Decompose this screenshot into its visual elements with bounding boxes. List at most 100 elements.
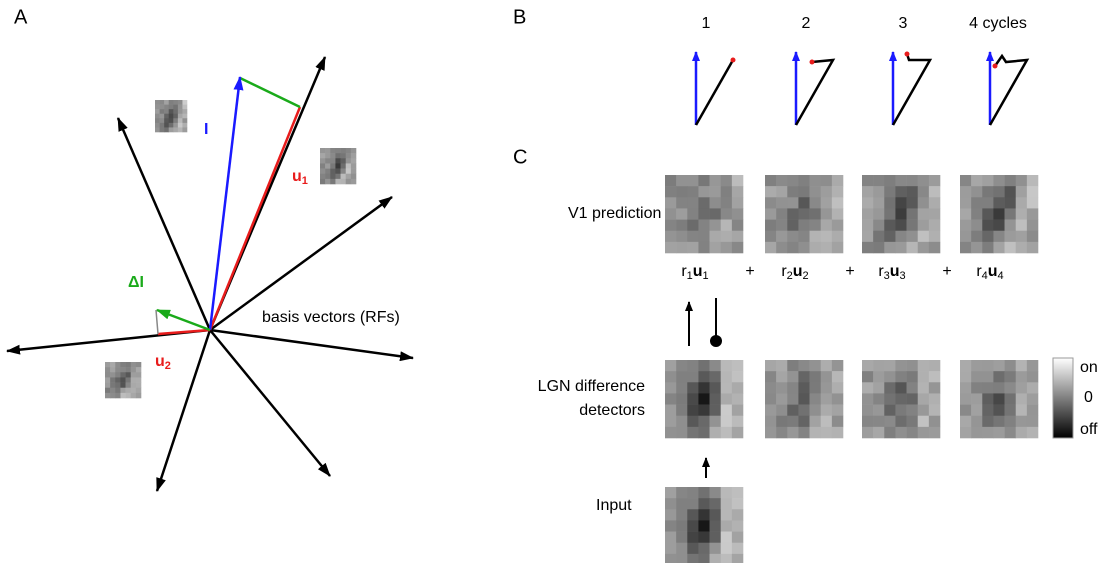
image-patch bbox=[765, 360, 843, 438]
patch-pixel bbox=[665, 393, 676, 404]
patch-pixel bbox=[335, 153, 340, 158]
image-patch bbox=[960, 360, 1038, 438]
patch-pixel bbox=[971, 371, 982, 382]
patch-pixel bbox=[698, 427, 709, 438]
patch-pixel bbox=[698, 382, 709, 393]
patch-pixel bbox=[765, 186, 776, 197]
patch-pixel bbox=[787, 220, 798, 231]
patch-pixel bbox=[1005, 197, 1016, 208]
patch-pixel bbox=[765, 208, 776, 219]
patch-pixel bbox=[993, 371, 1004, 382]
patch-pixel bbox=[862, 231, 873, 242]
patch-pixel bbox=[710, 543, 721, 554]
patch-pixel bbox=[721, 197, 732, 208]
patch-pixel bbox=[346, 158, 351, 163]
patch-pixel bbox=[918, 197, 929, 208]
patch-pixel bbox=[182, 118, 187, 123]
patch-pixel bbox=[971, 208, 982, 219]
patch-pixel bbox=[1027, 382, 1038, 393]
patch-pixel bbox=[895, 416, 906, 427]
patch-pixel bbox=[698, 242, 709, 253]
vector-label: u1 bbox=[292, 168, 308, 187]
patch-pixel bbox=[884, 382, 895, 393]
patch-pixel bbox=[907, 427, 918, 438]
patch-pixel bbox=[710, 197, 721, 208]
patch-pixel bbox=[155, 105, 160, 110]
patch-pixel bbox=[918, 416, 929, 427]
patch-pixel bbox=[721, 220, 732, 231]
patch-pixel bbox=[698, 416, 709, 427]
patch-pixel bbox=[182, 105, 187, 110]
patch-pixel bbox=[765, 360, 776, 371]
patch-pixel bbox=[798, 231, 809, 242]
patch-pixel bbox=[105, 383, 110, 388]
patch-pixel bbox=[971, 220, 982, 231]
patch-pixel bbox=[1016, 405, 1027, 416]
patch-pixel bbox=[732, 360, 743, 371]
patch-pixel bbox=[832, 231, 843, 242]
patch-pixel bbox=[676, 416, 687, 427]
patch-pixel bbox=[918, 382, 929, 393]
patch-pixel bbox=[765, 416, 776, 427]
patch-pixel bbox=[918, 405, 929, 416]
patch-pixel bbox=[960, 405, 971, 416]
patch-pixel bbox=[798, 220, 809, 231]
patch-pixel bbox=[160, 105, 165, 110]
patch-pixel bbox=[810, 197, 821, 208]
patch-pixel bbox=[155, 109, 160, 114]
patch-pixel bbox=[105, 367, 110, 372]
image-patch bbox=[665, 487, 743, 563]
patch-pixel bbox=[346, 169, 351, 174]
patch-pixel bbox=[351, 179, 356, 184]
patch-pixel bbox=[698, 175, 709, 186]
patch-pixel bbox=[1005, 416, 1016, 427]
patch-pixel bbox=[982, 405, 993, 416]
patch-pixel bbox=[178, 123, 183, 128]
patch-pixel bbox=[341, 174, 346, 179]
patch-pixel bbox=[173, 114, 178, 119]
patch-pixel bbox=[907, 197, 918, 208]
term: r1u1 bbox=[681, 263, 708, 282]
patch-pixel bbox=[131, 362, 136, 367]
patch-pixel bbox=[982, 382, 993, 393]
patch-pixel bbox=[884, 231, 895, 242]
operator: + bbox=[745, 263, 754, 280]
patch-pixel bbox=[1005, 371, 1016, 382]
patch-pixel bbox=[1005, 405, 1016, 416]
patch-pixel bbox=[832, 220, 843, 231]
patch-pixel bbox=[732, 427, 743, 438]
panel-label: B bbox=[513, 6, 526, 28]
patch-pixel bbox=[832, 371, 843, 382]
patch-pixel bbox=[710, 186, 721, 197]
patch-pixel bbox=[862, 242, 873, 253]
patch-pixel bbox=[721, 520, 732, 531]
patch-pixel bbox=[821, 416, 832, 427]
image-patch bbox=[960, 175, 1038, 253]
patch-pixel bbox=[698, 498, 709, 509]
patch-pixel bbox=[698, 231, 709, 242]
patch-pixel bbox=[798, 186, 809, 197]
patch-pixel bbox=[105, 362, 110, 367]
patch-pixel bbox=[131, 393, 136, 398]
patch-pixel bbox=[330, 153, 335, 158]
patch-pixel bbox=[993, 360, 1004, 371]
patch-pixel bbox=[1027, 427, 1038, 438]
patch-pixel bbox=[862, 175, 873, 186]
basis: u bbox=[890, 263, 900, 280]
patch-pixel bbox=[131, 377, 136, 382]
patch-pixel bbox=[1016, 393, 1027, 404]
patch-pixel bbox=[351, 148, 356, 153]
patch-pixel bbox=[710, 382, 721, 393]
patch-pixel bbox=[873, 175, 884, 186]
patch-pixel bbox=[120, 372, 125, 377]
patch-pixel bbox=[993, 416, 1004, 427]
patch-pixel bbox=[1027, 231, 1038, 242]
patch-pixel bbox=[798, 371, 809, 382]
patch-pixel bbox=[710, 532, 721, 543]
patch-pixel bbox=[155, 127, 160, 132]
patch-pixel bbox=[960, 360, 971, 371]
patch-pixel bbox=[884, 208, 895, 219]
patch-pixel bbox=[330, 169, 335, 174]
patch-pixel bbox=[993, 220, 1004, 231]
patch-pixel bbox=[918, 393, 929, 404]
